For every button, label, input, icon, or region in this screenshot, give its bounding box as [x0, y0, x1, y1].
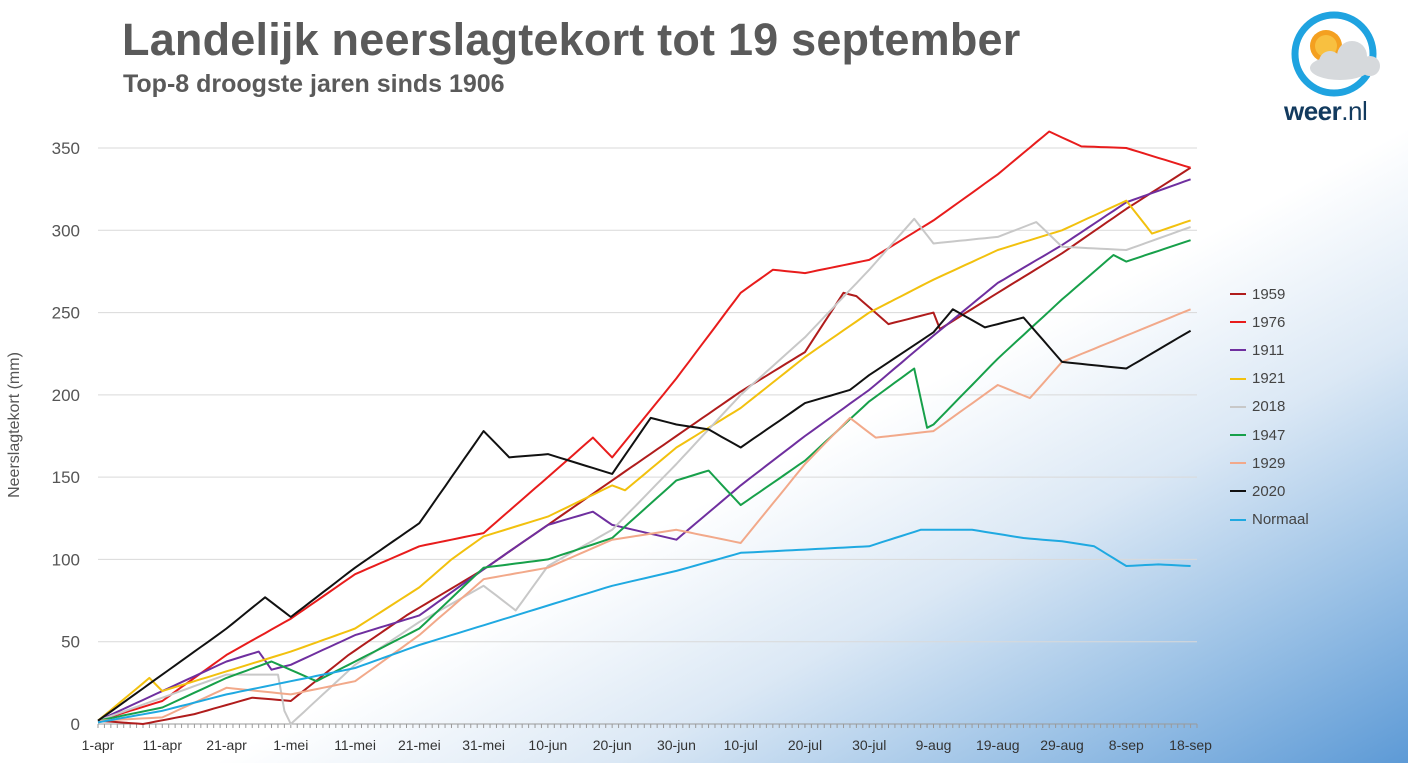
y-tick-label: 150 — [52, 468, 80, 487]
x-tick-label: 31-mei — [462, 737, 505, 753]
legend-swatch — [1230, 349, 1246, 352]
y-tick-label: 100 — [52, 550, 80, 569]
legend-label: 2018 — [1252, 398, 1286, 416]
x-tick-label: 9-aug — [916, 737, 952, 753]
legend-item-normaal: Normaal — [1230, 506, 1309, 534]
chart-title: Landelijk neerslagtekort tot 19 septembe… — [122, 14, 1021, 65]
series-line-1911 — [97, 178, 1191, 722]
legend-label: 1947 — [1252, 426, 1286, 444]
legend-label: 1929 — [1252, 454, 1286, 472]
legend-swatch — [1230, 434, 1246, 437]
legend-label: 1959 — [1252, 285, 1286, 303]
x-tick-label: 21-mei — [398, 737, 441, 753]
y-tick-label: 350 — [52, 139, 80, 158]
x-tick-label: 30-jun — [657, 737, 696, 753]
x-tick-label: 1-apr — [82, 737, 115, 753]
legend-item-1947: 1947 — [1230, 421, 1309, 449]
grid-lines — [98, 147, 1197, 643]
legend-swatch — [1230, 293, 1246, 296]
series-line-1921 — [97, 199, 1191, 722]
legend-swatch — [1230, 490, 1246, 493]
series-line-normaal — [97, 528, 1191, 724]
x-axis: 1-apr 11-apr 21-apr 1-mei 11-mei 21-mei 31-mei… — [82, 723, 1212, 753]
legend-item-1921: 1921 — [1230, 365, 1309, 393]
y-tick-label: 50 — [61, 633, 80, 652]
legend-swatch — [1230, 462, 1246, 465]
legend-swatch — [1230, 321, 1246, 324]
legend-swatch — [1230, 405, 1246, 408]
x-tick-label: 11-apr — [143, 737, 183, 753]
y-tick-label: 250 — [52, 304, 80, 323]
x-tick-label: 10-jul — [724, 737, 758, 753]
x-tick-label: 10-jun — [528, 737, 567, 753]
legend-label: Normaal — [1252, 511, 1309, 529]
x-tick-label: 8-sep — [1109, 737, 1144, 753]
y-tick-label: 0 — [71, 715, 80, 734]
legend-label: 1976 — [1252, 313, 1286, 331]
x-tick-label: 11-mei — [334, 737, 376, 753]
legend-item-2018: 2018 — [1230, 393, 1309, 421]
legend-item-2020: 2020 — [1230, 477, 1309, 505]
x-tick-label: 21-apr — [206, 737, 247, 753]
chart-subtitle: Top-8 droogste jaren sinds 1906 — [123, 70, 505, 98]
legend-item-1959: 1959 — [1230, 280, 1309, 308]
x-tick-label: 30-jul — [852, 737, 886, 753]
y-axis-label: Neerslagtekort (mm) — [6, 352, 23, 498]
legend-swatch — [1230, 518, 1246, 521]
logo-tld-text: .nl — [1341, 96, 1368, 126]
x-tick-label: 18-sep — [1169, 737, 1212, 753]
y-axis: 0 50 100 150 200 250 300 350 — [52, 139, 80, 734]
x-tick-label: 20-jul — [788, 737, 822, 753]
y-tick-label: 200 — [52, 386, 80, 405]
series-lines — [97, 130, 1192, 725]
series-line-1959 — [97, 166, 1192, 725]
y-tick-label: 300 — [52, 221, 80, 240]
series-line-1976 — [97, 130, 1191, 722]
weer-nl-logo[interactable] — [1280, 8, 1392, 128]
logo-brand-text: weer — [1284, 96, 1342, 126]
series-line-1929 — [97, 308, 1191, 722]
x-tick-label: 19-aug — [976, 737, 1020, 753]
series-line-1947 — [97, 239, 1191, 722]
x-tick-label: 1-mei — [273, 737, 308, 753]
chart-legend: 1959 1976 1911 1921 2018 1947 1929 2020 Normaal — [1230, 280, 1309, 534]
legend-label: 1921 — [1252, 370, 1286, 388]
legend-swatch — [1230, 377, 1246, 380]
x-tick-label: 29-aug — [1040, 737, 1084, 753]
legend-item-1911: 1911 — [1230, 336, 1309, 364]
legend-label: 2020 — [1252, 482, 1286, 500]
x-tick-label: 20-jun — [593, 737, 632, 753]
legend-item-1929: 1929 — [1230, 449, 1309, 477]
series-line-2020 — [97, 308, 1192, 722]
legend-label: 1911 — [1252, 341, 1285, 359]
sun-cloud-icon — [1291, 11, 1380, 97]
legend-item-1976: 1976 — [1230, 308, 1309, 336]
weer-nl-wordmark: weer.nl — [1284, 96, 1368, 127]
series-line-2018 — [97, 217, 1191, 725]
